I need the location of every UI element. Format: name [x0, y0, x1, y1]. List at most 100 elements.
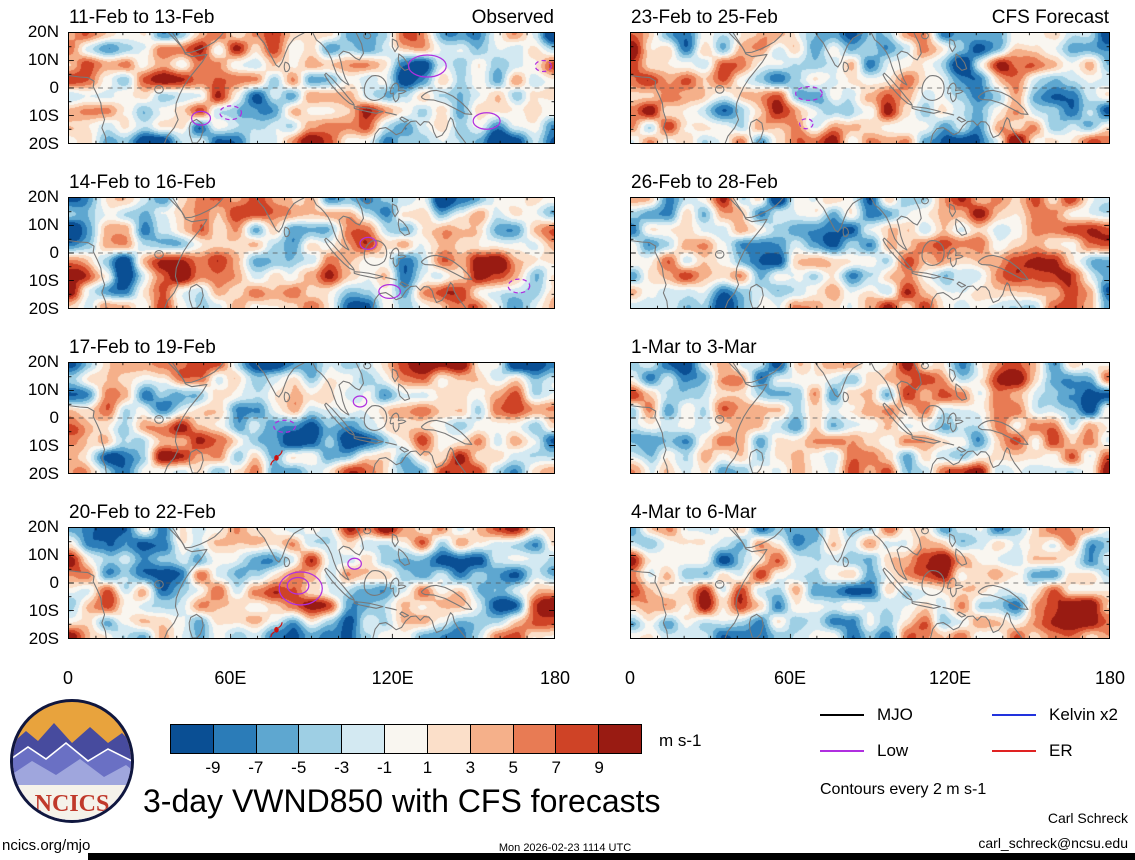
axis-ticks	[69, 198, 554, 308]
credit-name: Carl Schreck	[1047, 810, 1128, 826]
colorbar-tick-label: 1	[422, 758, 433, 777]
legend-line	[820, 714, 864, 716]
colorbar-wrap: -9 -7 -5 -3 -1 1 3 5 7 9	[170, 724, 642, 778]
panel-date-range: 14-Feb to 16-Feb	[69, 172, 216, 193]
colorbar-tick-label: 5	[508, 758, 518, 777]
x-tick-label: 0	[624, 668, 636, 688]
panels-grid: 20N 10N 0 10S 20S 11-Feb to 13-Feb Observed 23-…	[0, 6, 1135, 694]
generation-timestamp: Mon 2026-02-23 1114 UTC	[498, 842, 632, 854]
column-gap	[555, 6, 630, 144]
axis-ticks	[69, 33, 554, 143]
colorbar-tick-label: 9	[594, 758, 604, 777]
y-tick-label: 0	[49, 78, 59, 97]
colorbar-segment	[256, 725, 300, 753]
colorbar-segment	[213, 725, 257, 753]
y-axis-labels: 20N 10N 0 10S 20S	[0, 6, 68, 153]
legend-item-mjo: MJO	[820, 705, 992, 725]
low-contour	[352, 395, 368, 408]
map-overlay	[631, 363, 1109, 473]
colorbar-tick-label: -9	[205, 758, 221, 777]
panel: 23-Feb to 25-Feb CFS Forecast	[630, 6, 1110, 144]
colorbar-labels: -9 -7 -5 -3 -1 1 3 5 7 9	[170, 754, 642, 778]
axis-ticks	[69, 528, 554, 638]
colorbar-tick-label: -1	[376, 758, 393, 777]
y-tick-label: 20N	[27, 352, 59, 371]
axis-ticks	[631, 198, 1109, 308]
x-tick-label: 180	[539, 668, 571, 688]
low-contour	[347, 557, 362, 570]
map-overlay	[631, 33, 1109, 143]
column-heading: CFS Forecast	[991, 7, 1109, 28]
legend-line	[992, 750, 1036, 752]
panel-header: 11-Feb to 13-Feb Observed	[68, 6, 555, 32]
low-contour	[219, 105, 243, 121]
legend-label: Low	[877, 741, 909, 760]
map-plot	[630, 362, 1110, 474]
y-tick-label: 0	[49, 243, 59, 262]
y-axis-labels: 20N 10N 0 10S 20S	[0, 501, 68, 648]
colorbar-segment	[513, 725, 557, 753]
low-contour	[359, 236, 377, 251]
colorbar-segment	[470, 725, 514, 753]
y-axis-labels: 20N 10N 0 10S 20S	[0, 171, 68, 318]
y-tick-label: 10S	[28, 106, 59, 125]
legend-label: MJO	[877, 705, 913, 724]
figure-title: 3-day VWND850 with CFS forecasts	[143, 783, 661, 819]
low-contour	[795, 86, 823, 101]
legend-item-er: ER	[992, 741, 1135, 761]
low-contour	[799, 118, 814, 130]
y-tick-label: 20N	[27, 22, 59, 41]
y-tick-label: 10S	[28, 271, 59, 290]
colorbar-segment	[171, 725, 214, 753]
x-axis-labels: 0 60E 120E 180	[625, 666, 1125, 694]
credit-block: Carl Schreck carl_schreck@ncsu.edu	[978, 810, 1128, 860]
map-plot	[68, 362, 555, 474]
panel-header: 17-Feb to 19-Feb	[68, 336, 555, 362]
map-plot	[630, 197, 1110, 309]
map-plot	[68, 197, 555, 309]
contour-interval-note: Contours every 2 m s-1	[820, 781, 987, 798]
y-tick-label: 10N	[27, 215, 59, 234]
low-contour	[507, 278, 531, 294]
bottom-bar	[88, 853, 1135, 860]
y-tick-label: 10S	[28, 436, 59, 455]
colorbar-units: m s-1	[659, 731, 702, 750]
panel-row: 20N 10N 0 10S 20S 11-Feb to 13-Feb Observed 23-…	[0, 6, 1135, 153]
panel-date-range: 1-Mar to 3-Mar	[631, 337, 757, 358]
low-contour	[190, 110, 212, 126]
x-tick-label: 60E	[773, 668, 806, 688]
ncics-logo-text: NCICS	[35, 791, 110, 817]
panel: 4-Mar to 6-Mar	[630, 501, 1110, 639]
panel: 11-Feb to 13-Feb Observed	[68, 6, 555, 144]
x-axis-labels-row: 0 60E 120E 180 0 60E 120E 180	[0, 666, 1135, 694]
colorbar-tick-label: 7	[551, 758, 561, 777]
colorbar-tick-label: -3	[334, 758, 350, 777]
map-overlay	[69, 528, 554, 638]
y-tick-label: 20N	[27, 517, 59, 536]
low-contour	[378, 284, 402, 299]
logo-mountains: NCICS	[13, 702, 131, 820]
panel: 14-Feb to 16-Feb	[68, 171, 555, 309]
map-overlay	[631, 528, 1109, 638]
legend: MJO Kelvin x2 Low ER	[820, 705, 1135, 761]
legend-label: ER	[1049, 741, 1073, 760]
low-contour	[273, 419, 296, 433]
y-tick-label: 10N	[27, 380, 59, 399]
colorbar-segment	[427, 725, 471, 753]
panel: 26-Feb to 28-Feb	[630, 171, 1110, 309]
panel-row: 20N 10N 0 10S 20S 17-Feb to 19-Feb 1-Mar to 3-…	[0, 336, 1135, 483]
colorbar-segment	[299, 725, 343, 753]
low-contour	[472, 112, 501, 130]
colorbar-segment	[342, 725, 386, 753]
panel-header: 20-Feb to 22-Feb	[68, 501, 555, 527]
map-overlay	[69, 33, 554, 143]
y-tick-label: 20S	[28, 629, 59, 648]
x-tick-label: 120E	[371, 668, 414, 688]
panel: 17-Feb to 19-Feb	[68, 336, 555, 474]
y-tick-label: 0	[49, 408, 59, 427]
x-tick-label: 180	[1094, 668, 1126, 688]
cyclone-marker	[270, 450, 283, 466]
colorbar-tick-label: 3	[465, 758, 476, 777]
x-tick-label: 120E	[928, 668, 972, 688]
